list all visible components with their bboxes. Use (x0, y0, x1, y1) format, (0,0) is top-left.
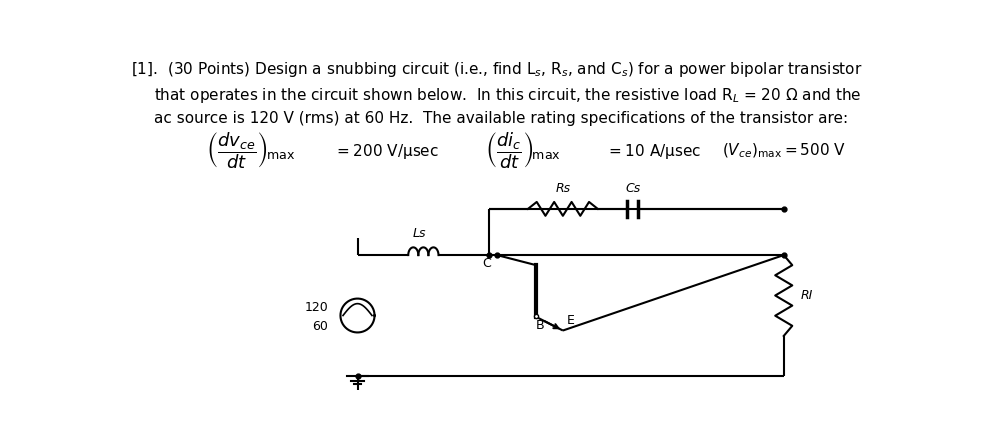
Text: 120: 120 (304, 301, 328, 314)
Text: 60: 60 (312, 320, 328, 333)
Text: Ls: Ls (413, 227, 426, 240)
Text: C: C (482, 258, 491, 270)
Text: Rs: Rs (555, 182, 570, 195)
Text: ac source is 120 V (rms) at 60 Hz.  The available rating specifications of the t: ac source is 120 V (rms) at 60 Hz. The a… (154, 111, 849, 126)
Text: $\left(\dfrac{di_{c}}{dt}\right)_{\!\mathrm{max}}$: $\left(\dfrac{di_{c}}{dt}\right)_{\!\mat… (485, 131, 561, 171)
Text: that operates in the circuit shown below.  In this circuit, the resistive load R: that operates in the circuit shown below… (154, 86, 862, 105)
Text: B: B (535, 319, 544, 332)
Text: $(V_{ce})_{\mathrm{max}} = 500\ \mathrm{V}$: $(V_{ce})_{\mathrm{max}} = 500\ \mathrm{… (722, 142, 846, 160)
Text: $= 200\ \mathrm{V/\mu sec}$: $= 200\ \mathrm{V/\mu sec}$ (334, 141, 439, 161)
Text: $= 10\ \mathrm{A/\mu sec}$: $= 10\ \mathrm{A/\mu sec}$ (606, 141, 701, 161)
Text: $\left(\dfrac{dv_{ce}}{dt}\right)_{\!\mathrm{max}}$: $\left(\dfrac{dv_{ce}}{dt}\right)_{\!\ma… (206, 131, 296, 171)
Text: [1].  (30 Points) Design a snubbing circuit (i.e., find L$_s$, R$_s$, and C$_s$): [1]. (30 Points) Design a snubbing circu… (131, 60, 863, 79)
Text: E: E (567, 314, 575, 327)
Text: Cs: Cs (625, 182, 640, 195)
Text: RI: RI (801, 289, 813, 302)
